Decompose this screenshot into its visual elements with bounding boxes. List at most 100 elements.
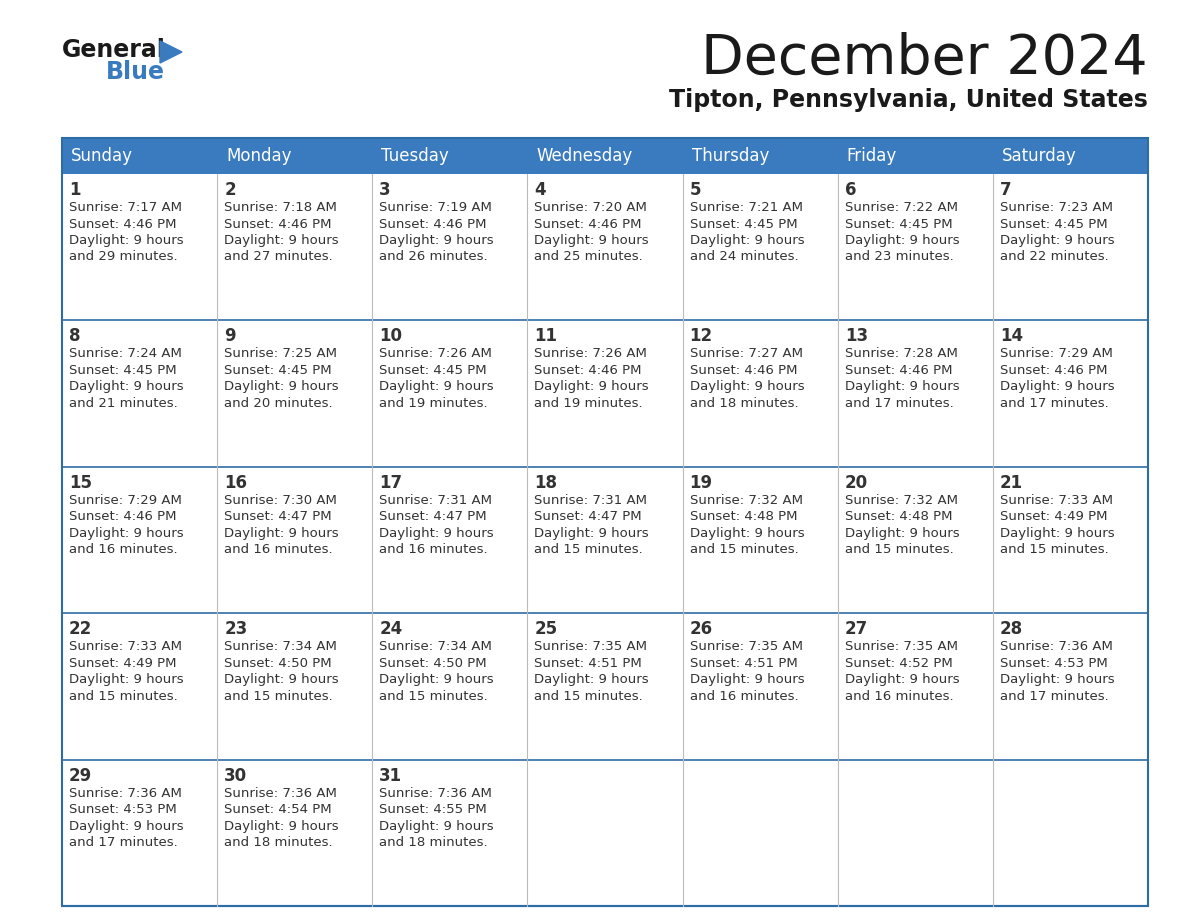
Text: Daylight: 9 hours: Daylight: 9 hours	[845, 234, 960, 247]
Text: Sunrise: 7:26 AM: Sunrise: 7:26 AM	[379, 347, 492, 361]
Text: Sunrise: 7:20 AM: Sunrise: 7:20 AM	[535, 201, 647, 214]
Text: and 16 minutes.: and 16 minutes.	[845, 689, 953, 702]
Text: and 15 minutes.: and 15 minutes.	[225, 689, 333, 702]
Text: Sunset: 4:51 PM: Sunset: 4:51 PM	[689, 656, 797, 670]
Text: Daylight: 9 hours: Daylight: 9 hours	[535, 527, 649, 540]
Text: Daylight: 9 hours: Daylight: 9 hours	[689, 380, 804, 394]
Text: and 15 minutes.: and 15 minutes.	[1000, 543, 1108, 556]
Text: 28: 28	[1000, 621, 1023, 638]
Text: and 24 minutes.: and 24 minutes.	[689, 251, 798, 263]
Text: and 18 minutes.: and 18 minutes.	[225, 836, 333, 849]
Text: Tipton, Pennsylvania, United States: Tipton, Pennsylvania, United States	[669, 88, 1148, 112]
Text: 6: 6	[845, 181, 857, 199]
Text: 16: 16	[225, 474, 247, 492]
Text: 13: 13	[845, 328, 868, 345]
Text: Sunset: 4:52 PM: Sunset: 4:52 PM	[845, 656, 953, 670]
Text: 10: 10	[379, 328, 403, 345]
Text: 9: 9	[225, 328, 235, 345]
Text: Sunrise: 7:35 AM: Sunrise: 7:35 AM	[689, 640, 803, 654]
Text: and 16 minutes.: and 16 minutes.	[225, 543, 333, 556]
Text: Daylight: 9 hours: Daylight: 9 hours	[225, 673, 339, 686]
Bar	[527, 174, 683, 320]
Text: Sunset: 4:45 PM: Sunset: 4:45 PM	[1000, 218, 1107, 230]
Text: Sunday: Sunday	[71, 147, 133, 165]
Text: Daylight: 9 hours: Daylight: 9 hours	[379, 234, 494, 247]
Text: Sunset: 4:46 PM: Sunset: 4:46 PM	[69, 510, 177, 523]
Text: 15: 15	[69, 474, 91, 492]
Text: and 16 minutes.: and 16 minutes.	[689, 689, 798, 702]
Text: 24: 24	[379, 621, 403, 638]
Text: and 17 minutes.: and 17 minutes.	[69, 836, 178, 849]
Text: December 2024: December 2024	[701, 32, 1148, 86]
Bar	[993, 320, 1148, 466]
Text: and 16 minutes.: and 16 minutes.	[69, 543, 178, 556]
Text: Sunset: 4:45 PM: Sunset: 4:45 PM	[689, 218, 797, 230]
Text: Daylight: 9 hours: Daylight: 9 hours	[69, 380, 184, 394]
Bar	[993, 759, 1148, 906]
Text: Daylight: 9 hours: Daylight: 9 hours	[69, 820, 184, 833]
Bar	[217, 174, 372, 320]
Text: Daylight: 9 hours: Daylight: 9 hours	[69, 527, 184, 540]
Text: Sunset: 4:53 PM: Sunset: 4:53 PM	[1000, 656, 1107, 670]
Text: Sunrise: 7:19 AM: Sunrise: 7:19 AM	[379, 201, 492, 214]
Bar	[683, 174, 838, 320]
Bar	[372, 174, 527, 320]
Text: 20: 20	[845, 474, 868, 492]
Text: Sunrise: 7:28 AM: Sunrise: 7:28 AM	[845, 347, 958, 361]
Text: Sunset: 4:45 PM: Sunset: 4:45 PM	[69, 364, 177, 377]
Text: 12: 12	[689, 328, 713, 345]
Bar	[527, 320, 683, 466]
Text: and 15 minutes.: and 15 minutes.	[69, 689, 178, 702]
Text: Daylight: 9 hours: Daylight: 9 hours	[535, 380, 649, 394]
Text: Sunrise: 7:33 AM: Sunrise: 7:33 AM	[1000, 494, 1113, 507]
Bar	[217, 320, 372, 466]
Text: and 22 minutes.: and 22 minutes.	[1000, 251, 1108, 263]
Bar	[62, 174, 217, 320]
Text: Daylight: 9 hours: Daylight: 9 hours	[689, 527, 804, 540]
Text: and 20 minutes.: and 20 minutes.	[225, 397, 333, 410]
Text: Sunset: 4:47 PM: Sunset: 4:47 PM	[535, 510, 642, 523]
Text: Daylight: 9 hours: Daylight: 9 hours	[225, 380, 339, 394]
Text: Friday: Friday	[847, 147, 897, 165]
Bar	[838, 320, 993, 466]
Text: Daylight: 9 hours: Daylight: 9 hours	[1000, 673, 1114, 686]
Text: Daylight: 9 hours: Daylight: 9 hours	[535, 234, 649, 247]
Text: Daylight: 9 hours: Daylight: 9 hours	[379, 673, 494, 686]
Bar	[217, 613, 372, 759]
Text: Daylight: 9 hours: Daylight: 9 hours	[1000, 380, 1114, 394]
Text: Wednesday: Wednesday	[537, 147, 633, 165]
Text: 31: 31	[379, 767, 403, 785]
Text: Blue: Blue	[106, 60, 165, 84]
Text: Sunrise: 7:27 AM: Sunrise: 7:27 AM	[689, 347, 803, 361]
Bar	[838, 466, 993, 613]
Text: Sunset: 4:48 PM: Sunset: 4:48 PM	[845, 510, 953, 523]
Text: Sunset: 4:45 PM: Sunset: 4:45 PM	[845, 218, 953, 230]
Text: Sunset: 4:46 PM: Sunset: 4:46 PM	[535, 218, 642, 230]
Text: 2: 2	[225, 181, 235, 199]
Text: and 27 minutes.: and 27 minutes.	[225, 251, 333, 263]
Text: Sunset: 4:47 PM: Sunset: 4:47 PM	[379, 510, 487, 523]
Bar	[372, 759, 527, 906]
Bar	[527, 466, 683, 613]
Text: Daylight: 9 hours: Daylight: 9 hours	[379, 820, 494, 833]
Text: Sunrise: 7:31 AM: Sunrise: 7:31 AM	[535, 494, 647, 507]
Bar	[62, 613, 217, 759]
Text: and 15 minutes.: and 15 minutes.	[689, 543, 798, 556]
Text: Sunset: 4:50 PM: Sunset: 4:50 PM	[379, 656, 487, 670]
Text: 8: 8	[69, 328, 81, 345]
Text: 4: 4	[535, 181, 546, 199]
Text: 5: 5	[689, 181, 701, 199]
Text: and 17 minutes.: and 17 minutes.	[845, 397, 954, 410]
Text: and 18 minutes.: and 18 minutes.	[689, 397, 798, 410]
Text: Sunset: 4:46 PM: Sunset: 4:46 PM	[225, 218, 331, 230]
Text: Tuesday: Tuesday	[381, 147, 449, 165]
Text: Sunrise: 7:29 AM: Sunrise: 7:29 AM	[1000, 347, 1113, 361]
Text: and 15 minutes.: and 15 minutes.	[379, 689, 488, 702]
Bar	[62, 320, 217, 466]
Bar	[993, 174, 1148, 320]
Bar	[62, 138, 1148, 906]
Text: Daylight: 9 hours: Daylight: 9 hours	[845, 527, 960, 540]
Text: Sunset: 4:49 PM: Sunset: 4:49 PM	[69, 656, 177, 670]
Text: 19: 19	[689, 474, 713, 492]
Text: Sunset: 4:46 PM: Sunset: 4:46 PM	[845, 364, 953, 377]
